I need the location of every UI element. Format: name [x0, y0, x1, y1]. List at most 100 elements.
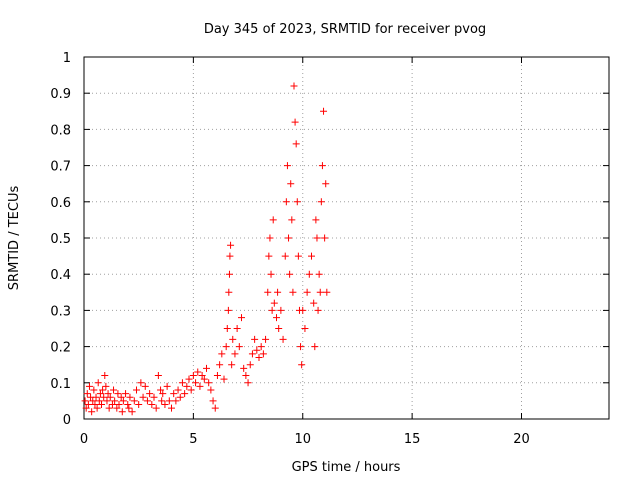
data-point — [321, 234, 329, 242]
data-point — [165, 397, 173, 405]
data-point — [314, 306, 322, 314]
y-tick-label: 1 — [63, 51, 71, 66]
data-point — [218, 350, 226, 358]
data-point — [259, 350, 267, 358]
data-point — [158, 397, 166, 405]
data-point — [200, 375, 208, 383]
data-point — [235, 343, 243, 351]
data-point — [143, 397, 151, 405]
data-point — [211, 404, 219, 412]
data-point — [124, 401, 132, 409]
data-point — [88, 408, 96, 416]
data-point — [308, 252, 315, 260]
data-point — [205, 379, 213, 387]
y-tick-label: 0.1 — [50, 377, 71, 392]
data-point — [148, 401, 156, 409]
data-point — [207, 386, 215, 394]
data-point — [251, 335, 259, 343]
data-point — [277, 306, 285, 314]
data-point — [103, 397, 111, 405]
data-point — [174, 386, 182, 394]
data-point — [100, 393, 108, 401]
data-points — [81, 82, 331, 416]
data-point — [281, 252, 289, 260]
data-point — [150, 393, 158, 401]
data-point — [183, 382, 191, 390]
data-point — [297, 343, 305, 351]
data-point — [106, 393, 114, 401]
data-point — [163, 382, 171, 390]
data-point — [312, 216, 320, 224]
data-point — [273, 314, 280, 322]
data-point — [146, 390, 154, 398]
data-point — [289, 288, 297, 296]
data-point — [93, 404, 101, 412]
data-point — [231, 350, 239, 358]
data-point — [89, 397, 97, 405]
data-point — [170, 390, 178, 398]
data-point — [95, 397, 103, 405]
data-point — [292, 140, 300, 148]
data-point — [226, 252, 234, 260]
data-point — [257, 343, 265, 351]
data-point — [85, 382, 93, 390]
data-point — [223, 325, 231, 332]
data-point — [110, 386, 118, 394]
axis-ticks: 00.10.20.30.40.50.60.70.80.910 5 10 15 20 — [50, 51, 609, 447]
data-point — [225, 288, 233, 296]
data-point — [240, 364, 248, 372]
data-point — [185, 375, 193, 383]
data-point — [213, 372, 221, 380]
data-point — [203, 364, 210, 372]
data-point — [285, 234, 293, 242]
data-point — [279, 335, 287, 343]
x-tick-label: 15 — [404, 432, 421, 447]
data-point — [81, 397, 89, 405]
data-point — [248, 350, 256, 358]
data-point — [139, 393, 147, 401]
data-point — [82, 404, 90, 412]
data-point — [119, 397, 127, 405]
chart-title: Day 345 of 2023, SRMTID for receiver pvo… — [204, 22, 486, 37]
data-point — [168, 404, 175, 412]
data-point — [92, 393, 100, 401]
data-point — [96, 390, 104, 398]
data-point — [246, 361, 254, 369]
data-point — [311, 343, 319, 351]
data-point — [318, 162, 326, 170]
data-point — [301, 325, 309, 332]
data-point — [283, 162, 291, 170]
grid — [84, 57, 609, 419]
data-point — [316, 288, 324, 296]
data-point — [303, 288, 311, 296]
data-point — [220, 375, 228, 383]
data-point — [255, 353, 263, 361]
data-point — [229, 335, 237, 343]
data-point — [172, 397, 180, 405]
data-point — [298, 361, 306, 369]
data-point — [244, 379, 252, 387]
data-point — [322, 180, 330, 188]
y-tick-label: 0.6 — [50, 196, 71, 211]
data-point — [317, 198, 325, 206]
data-point — [233, 325, 241, 332]
data-point — [189, 372, 197, 380]
data-point — [154, 372, 162, 380]
data-point — [267, 270, 275, 278]
data-point — [216, 361, 224, 369]
data-point — [264, 288, 272, 296]
y-tick-label: 0.4 — [50, 268, 71, 283]
data-point — [225, 270, 233, 278]
y-axis-label: SRMTID / TECUs — [7, 186, 22, 291]
y-tick-label: 0.5 — [50, 232, 71, 247]
data-point — [269, 216, 277, 224]
data-point — [108, 401, 116, 409]
data-point — [101, 372, 109, 380]
data-point — [125, 404, 133, 412]
data-point — [99, 386, 107, 394]
y-tick-label: 0.9 — [50, 87, 71, 102]
data-point — [323, 288, 331, 296]
data-point — [287, 180, 295, 188]
data-point — [94, 379, 102, 387]
data-point — [275, 325, 283, 332]
